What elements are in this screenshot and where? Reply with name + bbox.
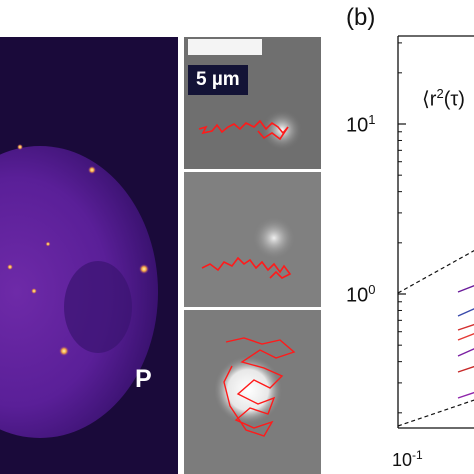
- msd-series-line: [458, 392, 474, 398]
- fluorescent-spot: [139, 264, 149, 274]
- region-label-p: P: [135, 365, 152, 394]
- msd-series-line: [458, 333, 474, 340]
- msd-series-line: [458, 308, 474, 316]
- fluorescent-spot: [7, 264, 13, 270]
- msd-chart: [336, 0, 474, 474]
- y-tick-label: 101: [346, 112, 375, 138]
- trajectory-tile-1: 5 µm: [184, 37, 321, 169]
- trajectory-tile-2: [184, 172, 321, 307]
- reference-slope-line: [398, 244, 474, 293]
- trajectory-tiles-panel: 5 µm: [184, 37, 321, 474]
- fluorescent-spot: [31, 288, 37, 294]
- msd-chart-panel: (b) ⟨r2(τ) 101 100 10-1: [336, 0, 474, 474]
- fluorescent-spot: [88, 166, 96, 174]
- nucleolus-region: [64, 261, 132, 353]
- msd-series-line: [458, 285, 474, 292]
- msd-series-line: [458, 348, 474, 356]
- y-tick-label: 100: [346, 282, 375, 308]
- x-tick-label: 10-1: [392, 448, 423, 471]
- reference-slope-line: [398, 396, 474, 426]
- scale-bar: [188, 39, 262, 55]
- y-axis-label: ⟨r2(τ): [422, 86, 465, 112]
- fluorescent-spot: [59, 346, 69, 356]
- trajectory-tile-3: [184, 310, 321, 474]
- particle-blob: [262, 110, 302, 150]
- msd-series-line: [458, 366, 474, 372]
- msd-series-line: [458, 324, 474, 330]
- fluorescent-spot: [17, 144, 23, 150]
- nucleus-image-panel: P: [0, 37, 178, 474]
- fluorescent-spot: [46, 242, 51, 247]
- scale-bar-label: 5 µm: [188, 65, 248, 95]
- particle-blob: [214, 356, 282, 424]
- particle-blob: [252, 216, 296, 260]
- nucleus-image: [0, 37, 178, 474]
